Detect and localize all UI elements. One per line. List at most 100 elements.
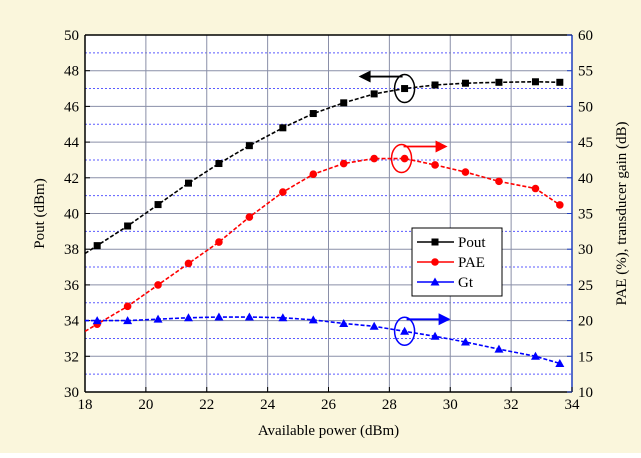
- x-axis-title: Available power (dBm): [258, 423, 399, 439]
- data-point-pout: [340, 99, 348, 107]
- data-point-pae: [461, 168, 470, 176]
- x-tick-label: 22: [199, 397, 214, 413]
- data-point-gt: [214, 312, 224, 321]
- y-right-tick-label: 20: [578, 314, 593, 330]
- data-point-pout: [215, 160, 223, 168]
- data-point-pout: [154, 201, 162, 209]
- y-right-tick-label: 45: [578, 135, 593, 151]
- y-right-tick-label: 60: [578, 28, 593, 44]
- data-point-gt: [278, 313, 288, 322]
- x-tick-label: 32: [504, 397, 519, 413]
- y-left-tick-label: 38: [64, 242, 79, 258]
- series-line-pout: [85, 80, 560, 255]
- y-left-tick-label: 50: [64, 28, 79, 44]
- data-point-gt: [369, 321, 379, 330]
- data-point-pout: [556, 78, 564, 86]
- y-left-tick-label: 36: [64, 278, 80, 294]
- data-point-pae: [215, 238, 223, 246]
- x-tick-label: 34: [565, 397, 581, 413]
- data-point-pout: [370, 90, 378, 98]
- annotation-arrow-head: [435, 140, 448, 153]
- y-left-tick-label: 44: [64, 135, 80, 151]
- x-tick-label: 26: [321, 397, 337, 413]
- y-right-tick-label: 35: [578, 207, 593, 223]
- data-point-pout: [245, 142, 253, 150]
- y-left-tick-label: 32: [64, 349, 79, 365]
- y-left-tick-label: 48: [64, 64, 79, 80]
- annotation-ellipse: [393, 73, 416, 104]
- x-tick-label: 18: [78, 397, 93, 413]
- data-point-pout: [309, 110, 317, 118]
- data-point-gt: [244, 312, 254, 321]
- y-right-tick-label: 15: [578, 349, 593, 365]
- data-point-pout: [124, 222, 132, 230]
- annotation-gt: [393, 313, 451, 347]
- data-point-gt: [308, 315, 318, 324]
- annotation-pout: [358, 70, 416, 104]
- data-point-pae: [531, 184, 540, 193]
- y-right-tick-label: 55: [578, 64, 593, 80]
- y-left-tick-label: 46: [64, 99, 80, 115]
- legend-label: Gt: [458, 275, 474, 291]
- data-point-gt: [530, 351, 540, 360]
- x-tick-label: 28: [382, 397, 397, 413]
- series-gt: [85, 312, 565, 367]
- y-right-tick-label: 50: [578, 99, 593, 115]
- data-point-pout: [495, 78, 503, 86]
- y-left-tick-label: 42: [64, 171, 79, 187]
- data-point-gt: [339, 318, 349, 327]
- data-point-gt: [494, 344, 504, 353]
- data-point-gt: [460, 337, 470, 346]
- data-point-gt: [92, 316, 102, 325]
- data-point-pae: [339, 159, 348, 168]
- data-point-pout: [401, 85, 409, 93]
- y-left-tick-label: 40: [64, 207, 79, 223]
- data-point-gt: [400, 326, 410, 335]
- data-point-pout: [279, 124, 287, 132]
- series-pout: [85, 78, 564, 255]
- data-point-pae: [431, 161, 439, 169]
- y-right-tick-label: 10: [578, 385, 593, 401]
- data-point-pout: [184, 179, 192, 187]
- data-point-pae: [154, 281, 162, 289]
- data-point-pae: [123, 302, 132, 311]
- data-point-pout: [93, 242, 101, 250]
- data-point-gt: [555, 358, 565, 367]
- legend-swatch-marker: [431, 238, 439, 246]
- data-point-pae: [370, 154, 378, 163]
- annotation-arrow-head: [358, 70, 371, 83]
- data-point-pae: [184, 259, 193, 268]
- y-left-tick-label: 30: [64, 385, 79, 401]
- data-point-pae: [309, 170, 318, 179]
- annotation-ellipse: [393, 316, 416, 347]
- annotation-pae: [390, 140, 448, 174]
- x-tick-label: 30: [443, 397, 458, 413]
- data-point-gt: [153, 314, 163, 323]
- x-tick-label: 24: [260, 397, 276, 413]
- legend: Pout PAE Gt: [411, 227, 503, 297]
- data-point-pae: [245, 213, 254, 221]
- x-tick-label: 20: [138, 397, 153, 413]
- y-left-tick-label: 34: [64, 314, 80, 330]
- legend-swatch-marker: [430, 277, 440, 286]
- data-point-pae: [279, 188, 287, 196]
- y-right-tick-label: 25: [578, 278, 593, 294]
- annotation-arrow-head: [438, 313, 451, 326]
- legend-label: Pout: [458, 235, 486, 251]
- data-point-pout: [431, 81, 439, 89]
- data-point-gt: [183, 313, 193, 322]
- y-right-tick-label: 30: [578, 242, 593, 258]
- legend-label: PAE: [458, 255, 485, 271]
- y-right-axis-title: PAE (%), transducer gain (dB): [614, 122, 630, 306]
- data-point-gt: [430, 331, 440, 340]
- data-point-pae: [556, 201, 564, 209]
- data-point-pout: [531, 78, 539, 86]
- data-point-pae: [400, 154, 409, 163]
- y-right-tick-label: 40: [578, 171, 593, 187]
- y-left-axis-title: Pout (dBm): [32, 178, 48, 248]
- data-point-pout: [461, 79, 469, 87]
- data-point-pae: [495, 177, 503, 186]
- legend-swatch-marker: [431, 258, 439, 266]
